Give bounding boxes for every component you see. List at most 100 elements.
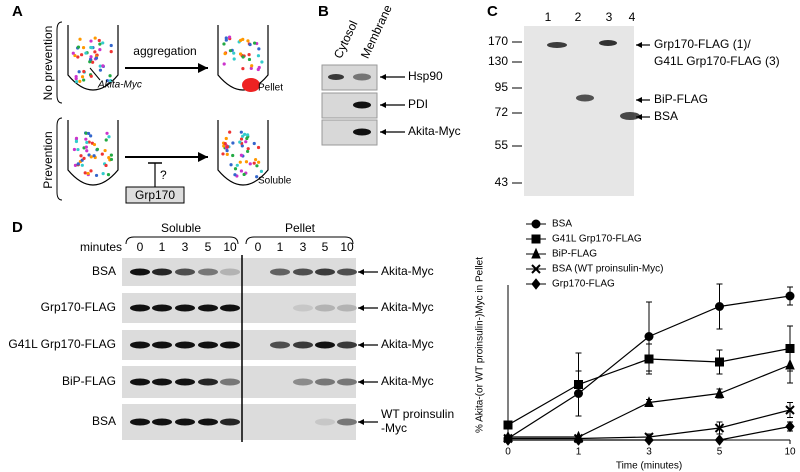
protein-dot [72, 147, 77, 152]
gel-band [130, 341, 150, 349]
gel-band [353, 73, 371, 81]
label: G41L Grp170-FLAG (3) [654, 54, 780, 68]
protein-dot [101, 64, 105, 68]
gel-band [315, 418, 335, 426]
label: PDI [408, 97, 428, 111]
marker [714, 387, 725, 398]
y-axis-label: % Akita-(or WT proinsulin-)Myc in Pellet [475, 257, 486, 433]
protein-dot [84, 137, 88, 141]
time-label: 5 [322, 240, 329, 254]
lane-label: 2 [575, 10, 582, 24]
group-label: Pellet [285, 221, 316, 235]
protein-dot [93, 50, 97, 54]
protein-dot [252, 141, 256, 146]
arrow-head [358, 269, 364, 275]
protein-dot [224, 38, 228, 42]
gel-band [130, 304, 150, 312]
lane-label: 1 [545, 10, 552, 24]
row-target: Akita-Myc [381, 300, 434, 314]
gel-band [152, 378, 172, 386]
protein-dot [98, 68, 103, 72]
protein-dot [257, 160, 261, 164]
protein-dot [241, 134, 245, 138]
lane-label: Cytosol [331, 18, 361, 60]
protein-dot [245, 136, 249, 141]
protein-dot [104, 163, 108, 168]
label: Akita-Myc [408, 124, 461, 138]
protein-dot [77, 70, 81, 74]
protein-dot [250, 64, 254, 68]
marker [785, 291, 795, 301]
gel-band [175, 378, 195, 386]
arrow-head [358, 305, 364, 311]
protein-dot [79, 154, 83, 158]
protein-dot [91, 60, 95, 64]
protein-dot [85, 149, 89, 153]
protein-dot [231, 141, 235, 145]
time-label: 0 [255, 240, 262, 254]
row-label: BSA [92, 414, 116, 428]
arrow-head [380, 129, 386, 135]
protein-dot [82, 156, 86, 160]
gel-band [175, 268, 195, 276]
legend-label: Grp170-FLAG [552, 279, 615, 290]
gel-band [315, 304, 335, 312]
protein-dot [98, 42, 102, 46]
marker [714, 423, 725, 433]
gel-band [315, 378, 335, 386]
protein-dot [239, 137, 244, 141]
protein-dot [246, 39, 250, 43]
protein-dot [92, 142, 97, 147]
gel-band [130, 268, 150, 276]
lane-label: 4 [629, 10, 636, 24]
protein-dot [86, 171, 90, 176]
panel-label: D [12, 219, 23, 236]
protein-dot [105, 78, 109, 83]
protein-dot [82, 69, 86, 74]
protein-dot [256, 145, 261, 150]
gel-band [293, 304, 313, 312]
protein-dot [90, 46, 94, 50]
marker [503, 420, 513, 430]
protein-dot [241, 67, 245, 71]
gel-band [220, 378, 240, 386]
protein-dot [84, 131, 88, 135]
protein-dot [242, 172, 246, 177]
protein-dot [92, 154, 96, 158]
mw-label: 130 [488, 54, 508, 68]
row-target: Akita-Myc [381, 374, 434, 388]
gel-band [198, 418, 218, 426]
mw-label: 170 [488, 34, 508, 48]
protein-dot [221, 152, 225, 156]
protein-dot [239, 153, 244, 157]
box [125, 186, 185, 204]
protein-dot [232, 57, 236, 61]
label: Grp170 [135, 188, 175, 202]
protein-dot [232, 51, 236, 55]
row-label: Grp170-FLAG [41, 300, 116, 314]
protein-dot [256, 54, 261, 58]
protein-dot [247, 57, 252, 62]
gel-band [353, 128, 371, 136]
protein-dot [109, 50, 113, 54]
protein-dot [73, 163, 78, 167]
gel-band [293, 268, 313, 276]
marker [644, 434, 654, 446]
gel-band [270, 341, 290, 349]
protein-dot [249, 66, 253, 70]
gel-band [152, 304, 172, 312]
marker [531, 264, 541, 274]
protein-dot [246, 133, 250, 137]
label: Hsp90 [408, 69, 443, 83]
gel-band [547, 42, 567, 48]
arrow-head [636, 114, 642, 120]
marker [715, 302, 725, 311]
arrow-head [636, 42, 642, 48]
marker [503, 434, 513, 446]
gel-band [270, 268, 290, 276]
protein-dot [74, 136, 79, 140]
protein-dot [89, 55, 93, 59]
gel-band [315, 341, 335, 349]
lane-label: Membrane [358, 2, 395, 60]
x-tick-label: 0 [505, 447, 511, 458]
